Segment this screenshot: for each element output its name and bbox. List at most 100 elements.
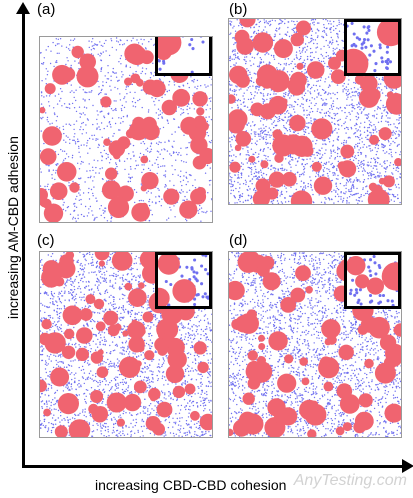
cbd-particle <box>149 77 152 79</box>
cbd-particle <box>386 87 388 90</box>
cbd-particle <box>327 44 329 46</box>
cbd-particle <box>233 93 236 96</box>
cbd-particle <box>313 98 316 100</box>
cbd-particle <box>180 170 182 172</box>
cbd-particle <box>51 295 54 297</box>
cbd-particle <box>232 159 234 161</box>
cbd-particle <box>344 121 346 123</box>
cbd-particle <box>357 142 359 145</box>
cbd-particle <box>119 43 121 46</box>
cbd-particle <box>286 31 289 33</box>
cbd-particle <box>362 163 364 165</box>
active-material-particle <box>44 83 56 95</box>
cbd-particle <box>98 284 100 286</box>
cbd-particle <box>57 328 59 330</box>
cbd-particle <box>69 142 71 144</box>
cbd-particle <box>208 116 210 118</box>
cbd-particle <box>241 195 244 198</box>
cbd-particle <box>164 141 166 143</box>
cbd-particle <box>82 128 84 131</box>
active-material-particle <box>69 182 80 193</box>
cbd-particle <box>337 146 339 148</box>
cbd-particle <box>89 170 91 172</box>
cbd-particle <box>358 92 360 94</box>
active-material-particle <box>125 128 136 139</box>
cbd-particle <box>376 157 379 159</box>
cbd-particle <box>71 154 74 157</box>
cbd-particle <box>387 112 389 115</box>
cbd-particle <box>193 423 196 425</box>
cbd-particle <box>378 43 382 47</box>
cbd-particle <box>390 199 392 201</box>
cbd-particle <box>349 190 351 193</box>
cbd-particle <box>345 191 347 193</box>
cbd-particle <box>76 195 78 198</box>
cbd-particle <box>352 159 355 161</box>
cbd-particle <box>289 163 291 166</box>
cbd-particle <box>335 190 337 192</box>
cbd-particle <box>236 52 239 54</box>
cbd-particle <box>156 172 158 175</box>
cbd-particle <box>378 78 380 80</box>
cbd-particle <box>58 326 61 329</box>
cbd-particle <box>57 38 59 40</box>
cbd-particle <box>321 154 324 156</box>
cbd-particle <box>269 97 271 100</box>
cbd-particle <box>337 160 339 163</box>
cbd-particle <box>253 81 255 84</box>
cbd-particle <box>281 167 283 170</box>
cbd-particle <box>82 89 84 91</box>
cbd-particle <box>233 37 235 39</box>
cbd-particle <box>168 421 171 424</box>
cbd-particle <box>201 375 203 377</box>
cbd-particle <box>249 73 251 76</box>
cbd-particle <box>92 180 94 182</box>
cbd-particle <box>336 169 338 172</box>
cbd-particle <box>231 107 233 109</box>
cbd-particle <box>153 75 155 77</box>
cbd-particle <box>379 172 381 174</box>
cbd-particle <box>45 95 48 97</box>
cbd-particle <box>98 92 101 95</box>
cbd-particle <box>287 21 289 23</box>
cbd-particle <box>134 101 137 104</box>
cbd-particle <box>350 128 353 130</box>
cbd-particle <box>205 109 207 111</box>
zoom-inset-a <box>155 37 212 76</box>
cbd-particle <box>357 106 359 109</box>
cbd-particle <box>392 167 395 170</box>
cbd-particle <box>270 129 272 131</box>
cbd-particle <box>74 141 77 143</box>
cbd-particle <box>358 200 361 202</box>
cbd-particle <box>173 184 175 187</box>
cbd-particle <box>230 189 232 191</box>
cbd-particle <box>311 189 313 191</box>
cbd-particle <box>93 186 95 188</box>
cbd-particle <box>169 180 171 182</box>
cbd-particle <box>266 94 269 96</box>
cbd-particle <box>251 56 253 58</box>
cbd-particle <box>173 118 175 120</box>
cbd-particle <box>283 126 285 129</box>
cbd-particle <box>102 424 104 426</box>
cbd-particle <box>322 30 324 33</box>
cbd-particle <box>270 118 272 121</box>
cbd-particle <box>199 373 201 376</box>
cbd-particle <box>179 175 182 178</box>
cbd-particle <box>97 146 99 149</box>
cbd-particle <box>263 88 265 90</box>
cbd-particle <box>140 183 142 185</box>
active-material-particle <box>107 196 130 218</box>
cbd-particle <box>239 197 241 199</box>
cbd-particle <box>163 148 165 150</box>
cbd-particle <box>105 39 107 42</box>
cbd-particle <box>313 21 315 23</box>
cbd-particle <box>102 45 104 47</box>
cbd-particle <box>100 70 102 72</box>
cbd-particle <box>340 23 342 25</box>
cbd-particle <box>103 42 106 45</box>
cbd-particle <box>281 20 284 23</box>
cbd-particle <box>172 417 174 419</box>
cbd-particle <box>272 121 275 124</box>
cbd-particle <box>285 128 288 130</box>
